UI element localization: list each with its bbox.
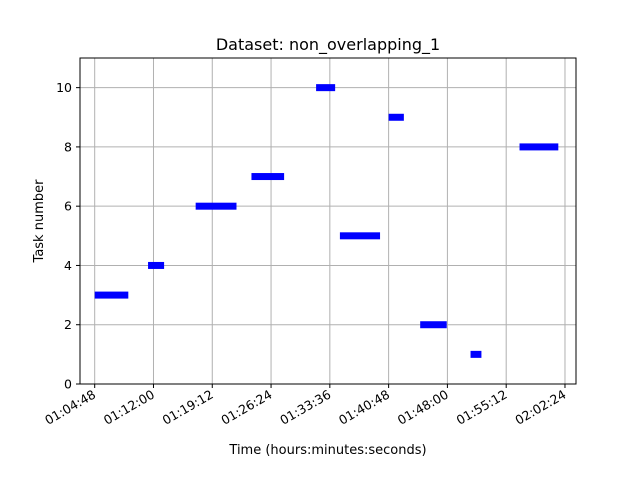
task-bar	[148, 261, 165, 269]
task-bar	[420, 321, 447, 329]
task-bar	[195, 202, 237, 210]
chart-title: Dataset: non_overlapping_1	[216, 35, 440, 55]
y-tick-label: 8	[64, 139, 72, 154]
task-bar	[388, 113, 404, 121]
y-tick-label: 0	[64, 377, 72, 392]
task-bar	[251, 173, 285, 181]
task-bar	[94, 291, 129, 299]
y-tick-label: 10	[56, 80, 72, 95]
task-bar	[519, 143, 559, 151]
y-tick-label: 4	[64, 258, 72, 273]
task-bars	[94, 84, 559, 358]
y-axis-label: Task number	[32, 179, 47, 264]
plot-area-frame	[79, 57, 577, 385]
y-tick-label: 6	[64, 199, 72, 214]
task-bar	[470, 350, 482, 358]
x-axis-label: Time (hours:minutes:seconds)	[228, 443, 426, 458]
y-tick-label: 2	[64, 317, 72, 332]
task-bar	[339, 232, 381, 240]
task-bar	[316, 84, 336, 92]
